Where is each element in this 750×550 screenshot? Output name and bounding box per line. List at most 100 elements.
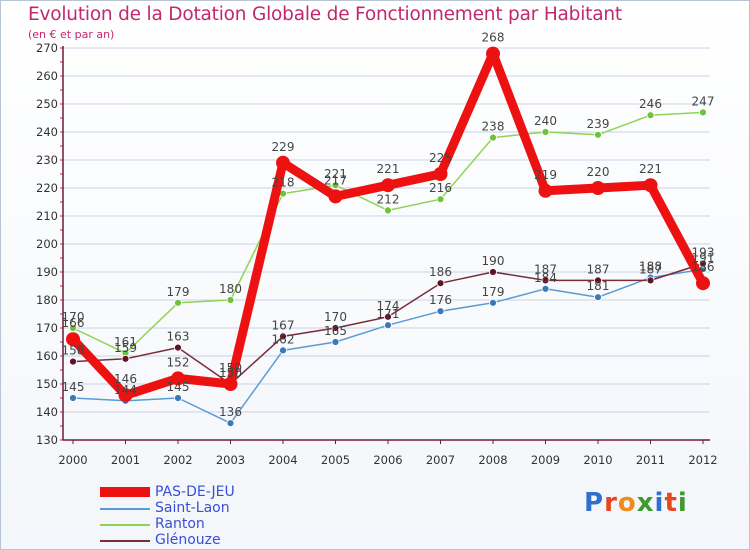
data-label-gl-nouze-2006: 174: [377, 299, 400, 313]
data-label-pas-de-jeu-2009: 219: [534, 168, 557, 182]
data-point-gl-nouze-2005: [331, 324, 340, 332]
x-tick-label-2005: 2005: [321, 453, 350, 467]
data-point-pas-de-jeu-2002: [171, 371, 185, 386]
data-label-ranton-2007: 216: [429, 181, 452, 195]
x-tick-label-2010: 2010: [583, 453, 612, 467]
data-point-saint-laon-2004: [279, 346, 287, 355]
x-tick-label-2000: 2000: [58, 453, 87, 467]
data-point-pas-de-jeu-2009: [538, 183, 553, 198]
data-label-ranton-2003: 180: [219, 282, 242, 296]
legend-swatch-saint-laon: [100, 508, 150, 510]
data-point-saint-laon-2003: [226, 419, 235, 428]
logo-letter: P: [584, 488, 605, 518]
data-label-saint-laon-2008: 179: [482, 285, 505, 299]
data-point-ranton-2011: [646, 111, 655, 120]
data-point-saint-laon-2010: [594, 293, 602, 302]
data-label-pas-de-jeu-2011: 221: [639, 162, 662, 176]
data-point-saint-laon-2007: [436, 307, 445, 316]
y-tick-label-210: 210: [36, 209, 58, 223]
data-label-ranton-2009: 240: [534, 114, 557, 128]
data-label-saint-laon-2007: 176: [429, 293, 452, 307]
data-point-saint-laon-2008: [489, 298, 497, 307]
data-label-gl-nouze-2008: 190: [482, 254, 505, 268]
x-tick-label-2002: 2002: [163, 453, 192, 467]
data-point-gl-nouze-2012: [699, 259, 707, 268]
data-point-saint-laon-2000: [69, 394, 77, 402]
data-point-saint-laon-2002: [174, 394, 182, 402]
data-label-ranton-2001: 161: [114, 335, 137, 349]
y-tick-label-150: 150: [36, 377, 58, 391]
x-tick-label-2011: 2011: [636, 453, 665, 467]
data-label-pas-de-jeu-2001: 146: [114, 372, 137, 386]
logo-letter: r: [604, 488, 618, 518]
data-label-saint-laon-2005: 165: [324, 324, 347, 338]
data-label-ranton-2000: 170: [62, 310, 85, 324]
data-point-saint-laon-2006: [384, 321, 392, 330]
data-point-ranton-2002: [174, 298, 182, 307]
data-point-ranton-2003: [226, 296, 235, 304]
y-tick-label-170: 170: [36, 321, 58, 335]
data-point-saint-laon-2005: [331, 338, 340, 346]
data-point-gl-nouze-2008: [489, 268, 497, 276]
data-point-pas-de-jeu-2012: [696, 276, 710, 291]
data-point-ranton-2000: [69, 324, 77, 332]
data-label-gl-nouze-2002: 163: [167, 330, 190, 344]
data-point-gl-nouze-2004: [279, 332, 287, 341]
data-point-pas-de-jeu-2005: [328, 189, 343, 204]
data-point-ranton-2012: [699, 108, 707, 117]
data-point-pas-de-jeu-2006: [381, 178, 395, 193]
data-label-saint-laon-2011: 188: [639, 260, 662, 274]
data-label-pas-de-jeu-2008: 268: [482, 31, 505, 45]
data-label-ranton-2008: 238: [482, 120, 505, 134]
data-label-pas-de-jeu-2000: 166: [62, 316, 85, 330]
data-label-pas-de-jeu-2007: 225: [429, 151, 452, 165]
data-label-saint-laon-2000: 145: [62, 380, 85, 394]
data-label-pas-de-jeu-2003: 150: [219, 361, 242, 375]
data-point-saint-laon-2009: [541, 284, 550, 293]
data-label-saint-laon-2004: 162: [272, 332, 295, 346]
data-label-gl-nouze-2007: 186: [429, 265, 452, 279]
data-label-saint-laon-2012: 191: [692, 251, 715, 265]
y-tick-label-160: 160: [36, 349, 58, 363]
data-point-ranton-2008: [489, 133, 497, 142]
data-label-pas-de-jeu-2006: 221: [377, 162, 400, 176]
data-label-ranton-2005: 221: [324, 167, 347, 181]
chart-title: Evolution de la Dotation Globale de Fonc…: [28, 4, 622, 25]
data-point-gl-nouze-2009: [541, 276, 550, 285]
x-tick-label-2012: 2012: [688, 453, 717, 467]
legend-label-saint-laon: Saint-Laon: [155, 500, 230, 516]
y-tick-label-270: 270: [36, 41, 58, 55]
legend-label-pas-de-jeu: PAS-DE-JEU: [155, 484, 235, 500]
data-point-pas-de-jeu-2011: [643, 178, 658, 193]
data-label-ranton-2011: 246: [639, 97, 662, 111]
y-tick-label-180: 180: [36, 293, 58, 307]
data-label-pas-de-jeu-2012: 186: [692, 260, 715, 274]
data-label-gl-nouze-2003: 150: [219, 366, 242, 380]
data-point-pas-de-jeu-2003: [223, 377, 238, 391]
y-tick-label-130: 130: [36, 433, 58, 447]
legend-swatch-glenouze: [100, 540, 150, 542]
data-label-gl-nouze-2011: 187: [639, 262, 662, 276]
data-label-ranton-2012: 247: [692, 94, 715, 108]
data-label-ranton-2002: 179: [167, 285, 190, 299]
data-label-pas-de-jeu-2010: 220: [587, 165, 610, 179]
y-tick-label-230: 230: [36, 153, 58, 167]
legend-swatch-pas-de-jeu: [100, 487, 150, 497]
data-label-ranton-2010: 239: [587, 117, 610, 131]
data-label-gl-nouze-2009: 187: [534, 262, 557, 276]
y-tick-label-140: 140: [36, 405, 58, 419]
data-label-saint-laon-2002: 145: [167, 380, 190, 394]
data-label-saint-laon-2010: 181: [587, 279, 610, 293]
data-label-saint-laon-2009: 184: [534, 271, 557, 285]
x-tick-label-2004: 2004: [268, 453, 297, 467]
data-point-pas-de-jeu-2010: [591, 181, 605, 195]
x-tick-label-2007: 2007: [426, 453, 455, 467]
data-point-gl-nouze-2007: [436, 279, 445, 288]
data-point-pas-de-jeu-2001: [118, 388, 133, 403]
y-tick-label-220: 220: [36, 181, 58, 195]
x-tick-label-2009: 2009: [531, 453, 560, 467]
data-label-gl-nouze-2012: 193: [692, 246, 715, 260]
data-point-pas-de-jeu-2000: [66, 332, 80, 347]
data-label-gl-nouze-2001: 159: [114, 341, 137, 355]
logo-letter: i: [677, 488, 688, 518]
